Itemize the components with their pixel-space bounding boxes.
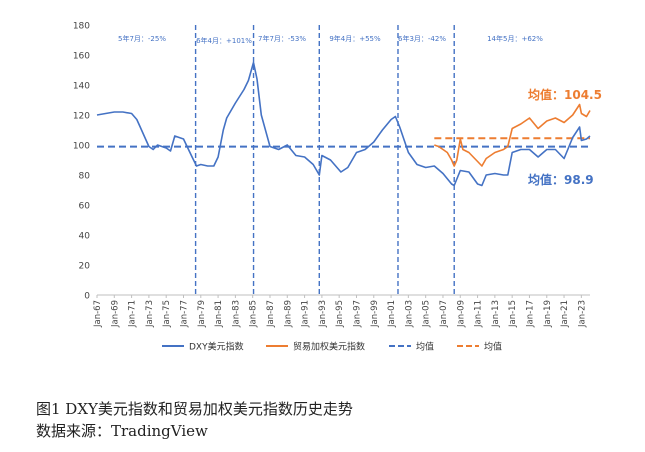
x-axis: Jan-67 Jan-69 Jan-71 Jan-73 Jan-75 Jan-77 Jan-… <box>93 294 590 328</box>
period-label-3: 7年7月：-53% <box>258 34 306 43</box>
mean-lines <box>97 137 590 148</box>
x-tick-label: Jan-79 <box>197 300 207 328</box>
x-tick-label: Jan-23 <box>577 300 587 328</box>
x-tick-label: Jan-99 <box>370 300 380 328</box>
period-label-5: 6年3月：-42% <box>398 34 446 43</box>
legend-label: 贸易加权美元指数 <box>293 341 365 353</box>
x-tick-label: Jan-69 <box>110 300 120 328</box>
x-tick-label: Jan-87 <box>266 300 276 328</box>
x-tick-label: Jan-07 <box>439 300 449 328</box>
blue-mean-label: 均值：98.9 <box>528 172 594 187</box>
x-tick-label: Jan-05 <box>422 300 432 328</box>
y-tick-label: 120 <box>73 112 90 122</box>
period-label-4: 9年4月：+55% <box>329 34 381 43</box>
period-label-2: 6年4月：+101% <box>196 36 252 45</box>
legend-label: 均值 <box>416 341 434 353</box>
x-tick-label: Jan-01 <box>387 300 397 328</box>
x-tick-label: Jan-73 <box>145 300 155 328</box>
x-tick-label: Jan-67 <box>93 300 103 328</box>
x-tick-label: Jan-09 <box>456 300 466 328</box>
period-label-1: 5年7月：-25% <box>118 34 166 43</box>
series-lines <box>96 61 591 187</box>
x-tick-label: Jan-75 <box>162 300 172 328</box>
x-tick-label: Jan-95 <box>335 300 345 328</box>
figure-caption: 图1 DXY美元指数和贸易加权美元指数历史走势 <box>36 400 353 418</box>
legend: DXY美元指数 贸易加权美元指数 均值 均值 <box>162 341 502 353</box>
x-tick-label: Jan-13 <box>491 300 501 328</box>
series-line <box>434 103 591 167</box>
x-tick-label: Jan-89 <box>283 300 293 328</box>
y-tick-label: 20 <box>79 262 91 272</box>
y-axis: 0 20 40 60 80 100 120 140 160 180 <box>73 22 90 302</box>
x-tick-label: Jan-81 <box>214 300 224 328</box>
x-tick-label: Jan-11 <box>474 300 484 328</box>
x-tick-label: Jan-97 <box>352 300 362 328</box>
cycle-divider-lines <box>194 25 455 295</box>
x-tick-label: Jan-85 <box>249 300 259 328</box>
x-tick-label: Jan-71 <box>128 300 138 328</box>
y-tick-label: 80 <box>79 172 91 182</box>
period-labels: 5年7月：-25% 6年4月：+101% 7年7月：-53% 9年4月：+55%… <box>118 34 543 45</box>
y-tick-label: 60 <box>79 202 91 212</box>
series-line <box>96 61 591 187</box>
x-tick-label: Jan-83 <box>231 300 241 328</box>
y-tick-label: 100 <box>73 142 90 152</box>
x-tick-label: Jan-77 <box>179 300 189 328</box>
x-tick-label: Jan-15 <box>508 300 518 328</box>
x-tick-label: Jan-19 <box>543 300 553 328</box>
data-source: 数据来源：TradingView <box>36 422 208 440</box>
x-tick-label: Jan-03 <box>404 300 414 328</box>
y-tick-label: 180 <box>73 22 90 32</box>
x-tick-label: Jan-91 <box>301 300 311 328</box>
y-tick-label: 160 <box>73 52 90 62</box>
legend-label: 均值 <box>484 341 502 353</box>
x-tick-label: Jan-17 <box>525 300 535 328</box>
y-tick-label: 140 <box>73 82 90 92</box>
orange-mean-label: 均值：104.5 <box>528 87 602 102</box>
y-tick-label: 0 <box>84 292 90 302</box>
x-tick-label: Jan-93 <box>318 300 328 328</box>
period-label-6: 14年5月：+62% <box>487 34 543 43</box>
y-tick-label: 40 <box>79 232 91 242</box>
x-tick-label: Jan-21 <box>560 300 570 328</box>
legend-label: DXY美元指数 <box>189 341 244 353</box>
